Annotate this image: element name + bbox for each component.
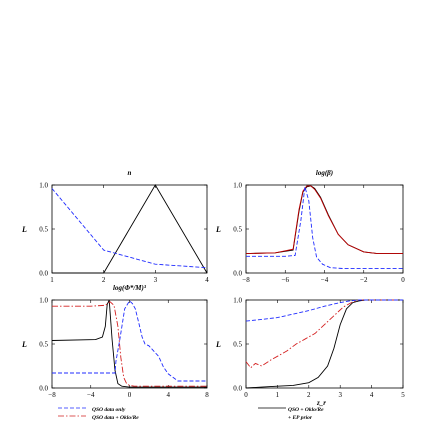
x-tick-label: 8 — [205, 391, 209, 399]
y-tick-label: 0.5 — [233, 341, 242, 349]
series-line-3 — [52, 300, 207, 382]
x-tick-label: 3 — [338, 391, 342, 399]
y-tick-label: 1.0 — [39, 297, 48, 305]
y-tick-label: 0.5 — [233, 226, 242, 234]
x-tick-label: −4 — [321, 276, 329, 284]
y-tick-label: 1.0 — [39, 182, 48, 190]
y-tick-label: 1.0 — [233, 297, 242, 305]
x-tick-label: 4 — [370, 391, 374, 399]
y-tick-label: 0.0 — [233, 385, 242, 393]
x-tick-label: 3 — [154, 276, 158, 284]
legend-label-qso-plus-oklo: QSO + Oklo/Re — [288, 407, 324, 413]
x-axis-label: z_r — [316, 399, 326, 407]
x-tick-label: 0 — [244, 391, 248, 399]
y-axis-label: L — [21, 225, 27, 234]
x-tick-label: 0 — [401, 276, 405, 284]
y-tick-label: 0.0 — [39, 270, 48, 278]
legend-label-qso-data-only: QSO data only — [92, 407, 126, 413]
panel-4: 0 1 2 3 4 5 0.0 0.5 1.0 Lz_r — [215, 297, 405, 408]
legend: QSO data only QSO data + Oklo/Re QSO + O… — [58, 407, 324, 421]
x-tick-label: 1 — [50, 276, 54, 284]
series-line-1 — [51, 299, 207, 388]
series-line-2 — [52, 301, 207, 387]
legend-label-qso-oklo: QSO data + Oklo/Re — [92, 415, 139, 421]
plots-group: 1 2 3 40.00.51.0Ln−8 −6 −4 −2 00.00.51.0Llog(β)… — [21, 169, 405, 407]
x-tick-label: −4 — [87, 391, 95, 399]
x-tick-label: −6 — [282, 276, 290, 284]
plot-frame — [245, 299, 404, 389]
series-line-2 — [245, 299, 403, 369]
y-tick-label: 1.0 — [233, 182, 242, 190]
y-tick-label: 0.0 — [233, 270, 242, 278]
x-tick-label: 4 — [205, 276, 209, 284]
y-axis-label: L — [215, 340, 221, 349]
y-tick-label: 0.5 — [39, 226, 48, 234]
series-line-2 — [51, 188, 208, 269]
series-line-1 — [52, 184, 208, 274]
series-line-1 — [245, 299, 403, 389]
legend-label-ep-prior: + EP prior — [288, 415, 313, 421]
panel-title: n — [128, 169, 132, 177]
x-tick-label: −8 — [242, 276, 250, 284]
x-tick-label: 4 — [167, 391, 171, 399]
series-line-3 — [245, 299, 403, 322]
x-tick-label: 2 — [102, 276, 106, 284]
series-line-2 — [245, 185, 403, 255]
x-tick-label: 1 — [276, 391, 280, 399]
x-tick-label: 2 — [307, 391, 311, 399]
plot-frame — [245, 184, 404, 274]
plot-frame — [51, 299, 208, 389]
panel-title: log(Φ*/M)³ — [113, 284, 147, 292]
y-axis-label: L — [21, 340, 27, 349]
x-tick-label: −8 — [48, 391, 56, 399]
series-line-3 — [246, 186, 403, 270]
panel-title: log(β) — [316, 169, 333, 177]
y-axis-label: L — [215, 225, 221, 234]
series-line-1 — [245, 185, 403, 255]
panel-1: 1 2 3 4 0.0 0.5 1.0 Ln — [21, 169, 209, 284]
x-tick-label: 0 — [128, 391, 132, 399]
y-tick-label: 0.5 — [39, 341, 48, 349]
y-tick-label: 0.0 — [39, 385, 48, 393]
x-tick-label: −2 — [360, 276, 368, 284]
x-tick-label: 5 — [401, 391, 405, 399]
